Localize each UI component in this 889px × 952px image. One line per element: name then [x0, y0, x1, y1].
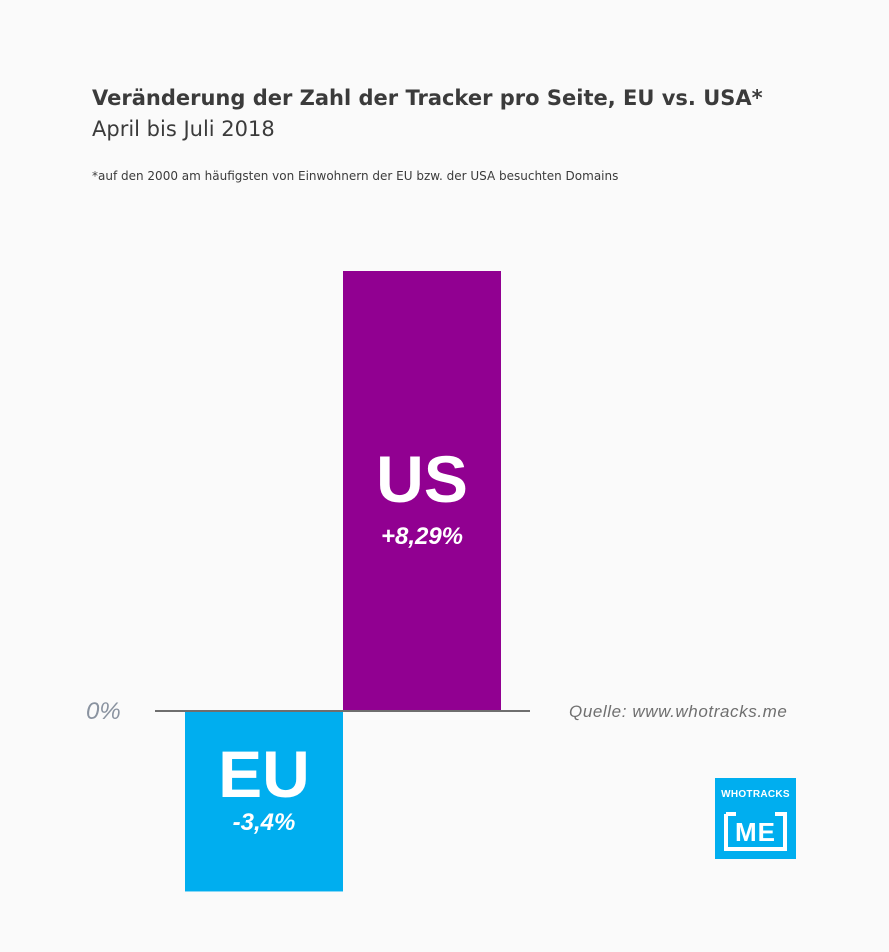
bar-us: [343, 271, 501, 711]
logo-bottom-text: ME: [735, 817, 776, 847]
value-label-us: +8,29%: [381, 523, 463, 550]
logo-frame-icon: [724, 812, 787, 851]
chart-subtitle: April bis Juli 2018: [92, 117, 275, 141]
value-label-eu: -3,4%: [233, 809, 296, 836]
chart-title: Veränderung der Zahl der Tracker pro Sei…: [92, 86, 763, 110]
source-text: Quelle: www.whotracks.me: [569, 702, 788, 721]
category-label-eu: EU: [218, 737, 310, 811]
chart-footnote: *auf den 2000 am häufigsten von Einwohne…: [92, 169, 619, 183]
zero-label: 0%: [86, 698, 121, 725]
bar-eu: [185, 711, 343, 892]
category-label-us: US: [376, 442, 468, 516]
whotracks-me-logo: WHOTRACKS ME: [715, 778, 796, 859]
logo-top-text: WHOTRACKS: [721, 789, 790, 800]
